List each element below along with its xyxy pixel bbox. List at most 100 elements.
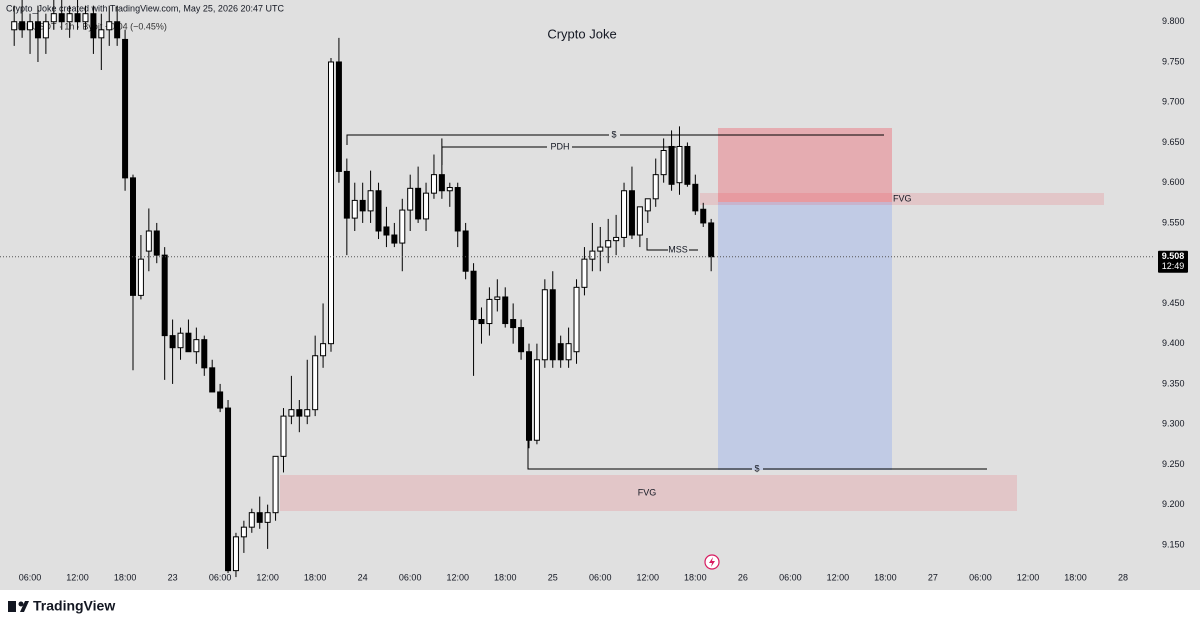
x-tick-label: 18:00 xyxy=(304,572,327,582)
candle-body xyxy=(42,21,49,39)
candle-body xyxy=(446,187,453,192)
candle-body xyxy=(359,199,366,212)
candle-body xyxy=(264,512,271,523)
candle-body xyxy=(423,192,430,220)
candle-body xyxy=(304,409,311,417)
stop-zone xyxy=(718,128,892,202)
fvg-zone xyxy=(280,475,1017,511)
candle-body xyxy=(541,289,548,361)
candle-body xyxy=(518,327,525,353)
candle-body xyxy=(621,190,628,238)
pdh-label: PDH xyxy=(550,141,569,151)
x-tick-label: 26 xyxy=(738,572,748,582)
candle-body xyxy=(454,187,461,232)
y-tick-label: 9.300 xyxy=(1162,419,1185,429)
candle-body xyxy=(320,343,327,357)
candle-body xyxy=(692,183,699,212)
candle-body xyxy=(50,13,57,23)
fvg-label: FVG xyxy=(893,193,912,203)
last-price-box xyxy=(1158,250,1188,273)
candle-body xyxy=(122,38,129,179)
candle-body xyxy=(708,222,715,258)
candle-body xyxy=(137,258,144,296)
x-tick-label: 06:00 xyxy=(589,572,612,582)
logo xyxy=(8,601,29,612)
candle-body xyxy=(652,174,659,200)
candle-body xyxy=(335,61,342,172)
fvg-label: FVG xyxy=(638,487,657,497)
fvg-zone xyxy=(700,193,1104,205)
logo-mark xyxy=(20,601,29,612)
candle-body xyxy=(225,407,232,572)
candle-body xyxy=(573,286,580,353)
candle-body xyxy=(391,234,398,244)
x-tick-label: 06:00 xyxy=(969,572,992,582)
liquidity-label: $ xyxy=(611,129,616,139)
candle-body xyxy=(375,190,382,232)
candle-body xyxy=(82,13,89,23)
y-tick-label: 9.650 xyxy=(1162,137,1185,147)
x-tick-label: 06:00 xyxy=(19,572,42,582)
x-tick-label: 12:00 xyxy=(827,572,850,582)
candle-body xyxy=(296,409,303,417)
y-tick-label: 9.250 xyxy=(1162,459,1185,469)
x-tick-label: 23 xyxy=(168,572,178,582)
candle-body xyxy=(19,21,26,31)
x-tick-label: 12:00 xyxy=(66,572,89,582)
candle-body xyxy=(383,226,390,236)
candle-body xyxy=(510,319,517,329)
candle-body xyxy=(597,246,604,252)
x-tick-label: 27 xyxy=(928,572,938,582)
liquidity-line xyxy=(527,440,752,470)
candle-body xyxy=(74,13,81,23)
candle-body xyxy=(399,209,406,244)
candle-body xyxy=(58,13,65,23)
candle-body xyxy=(328,61,334,345)
candle-body xyxy=(628,190,635,236)
candles xyxy=(11,0,715,578)
candle-body xyxy=(644,198,651,212)
x-tick-label: 12:00 xyxy=(637,572,660,582)
candle-body xyxy=(217,391,224,409)
y-tick-label: 9.200 xyxy=(1162,499,1185,509)
candle-body xyxy=(494,296,501,300)
candle-body xyxy=(185,332,192,353)
x-tick-label: 18:00 xyxy=(874,572,897,582)
candle-body xyxy=(415,187,422,220)
candle-body xyxy=(169,335,176,349)
candle-body xyxy=(201,339,208,369)
header: Crypto_Joke created with TradingView.com… xyxy=(6,3,284,13)
y-tick-label: 9.550 xyxy=(1162,217,1185,227)
candle-body xyxy=(11,21,18,31)
candle-body xyxy=(288,409,295,417)
y-tick-label: 9.600 xyxy=(1162,177,1185,187)
candle-body xyxy=(312,355,319,411)
logo-mark xyxy=(18,601,24,607)
candle-body xyxy=(34,21,41,39)
candle-body xyxy=(280,415,287,457)
liquidity-label: $ xyxy=(754,463,759,473)
chart-background xyxy=(0,0,1200,590)
candle-body xyxy=(256,512,263,523)
candle-body xyxy=(367,190,374,212)
y-tick-label: 9.400 xyxy=(1162,338,1185,348)
candle-body xyxy=(668,145,675,185)
x-tick-label: 06:00 xyxy=(399,572,422,582)
y-tick-label: 9.750 xyxy=(1162,56,1185,66)
candle-body xyxy=(581,258,588,288)
candle-body xyxy=(438,174,445,192)
x-tick-label: 12:00 xyxy=(256,572,279,582)
mss-line xyxy=(646,238,668,251)
candle-body xyxy=(240,526,247,538)
candle-body xyxy=(557,343,564,361)
candle-body xyxy=(565,343,572,361)
candle-body xyxy=(676,145,683,184)
candle-body xyxy=(478,319,485,325)
mss-label: MSS xyxy=(668,244,688,254)
candle-body xyxy=(351,199,358,219)
candle-body xyxy=(193,339,200,353)
candle-body xyxy=(106,21,113,31)
candle-body xyxy=(66,13,73,23)
candle-body xyxy=(549,289,556,361)
candle-body xyxy=(272,455,279,514)
